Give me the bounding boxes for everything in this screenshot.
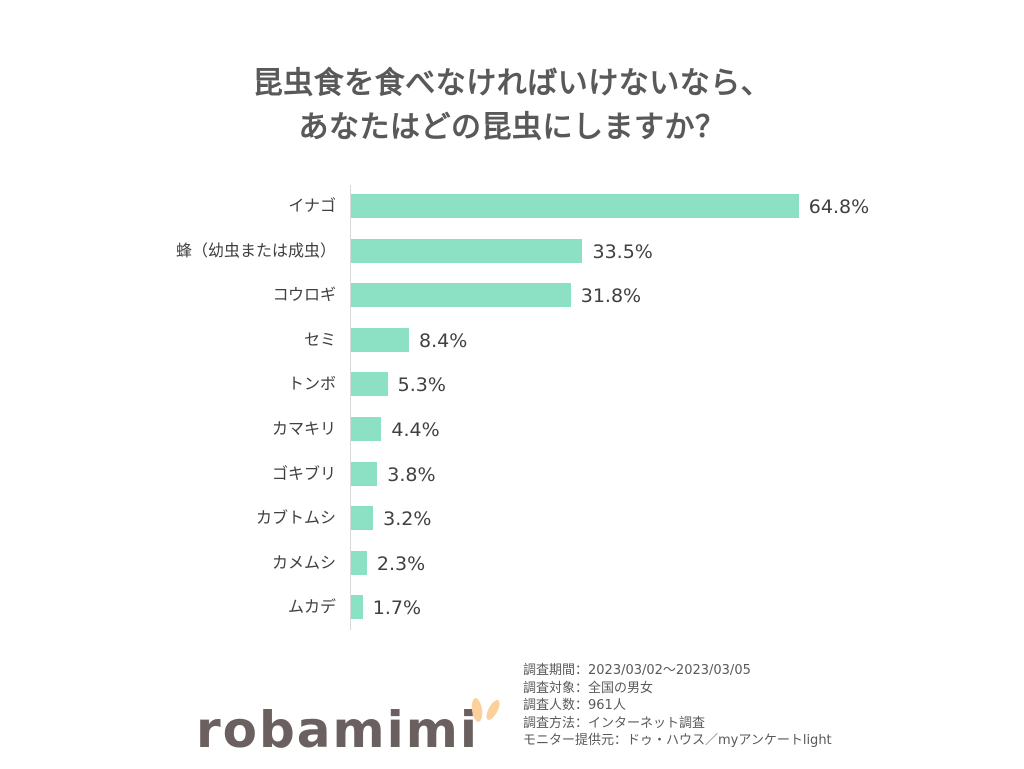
bar-row: ゴキブリ 3.8% [0, 461, 1024, 486]
bar [351, 194, 799, 218]
bar [351, 461, 378, 486]
survey-notes: 調査期間：2023/03/02～2023/03/05 調査対象：全国の男女 調査… [523, 662, 832, 750]
value-label: 31.8% [580, 285, 642, 308]
category-label: カブトムシ [255, 508, 336, 528]
bar-row: セミ 8.4% [0, 327, 1024, 352]
chart-title-line-2: あなたはどの昆虫にしますか？ [298, 110, 726, 145]
category-label: コウロギ [272, 285, 336, 305]
bar-chart: イナゴ 64.8% 蜂（幼虫または成虫） 33.5% コウロギ 31.8% セミ 8.4% トン… [0, 185, 1024, 630]
bar [351, 283, 571, 308]
bar-row: 蜂（幼虫または成虫） 33.5% [0, 238, 1024, 263]
bar [351, 595, 363, 620]
bar [351, 550, 367, 575]
bar-row: イナゴ 64.8% [0, 194, 1024, 218]
survey-method: 調査方法：インターネット調査 [523, 715, 706, 731]
survey-count: 調査人数：961人 [523, 698, 626, 713]
chart-title-line-1: 昆虫食を食べなければいけないなら、 [252, 66, 772, 101]
survey-period: 調査期間：2023/03/02～2023/03/05 [523, 663, 751, 678]
value-label: 8.4% [419, 329, 468, 352]
bar-row: カブトムシ 3.2% [0, 506, 1024, 531]
bar [351, 372, 388, 397]
category-label: トンボ [287, 374, 336, 394]
value-label: 64.8% [808, 196, 870, 218]
bar-row: ムカデ 1.7% [0, 595, 1024, 620]
category-label: ムカデ [287, 597, 336, 617]
bar [351, 238, 583, 263]
chart-title: 昆虫食を食べなければいけないなら、 あなたはどの昆虫にしますか？ [0, 62, 1024, 150]
category-label: イナゴ [288, 196, 336, 215]
bar-row: コウロギ 31.8% [0, 283, 1024, 308]
logo-text: robamimi [196, 701, 480, 759]
value-label: 33.5% [592, 240, 653, 263]
bar [351, 417, 382, 441]
value-label: 5.3% [397, 374, 446, 397]
value-label: 1.7% [372, 597, 422, 620]
category-axis-line [350, 185, 351, 630]
value-label: 3.8% [387, 463, 436, 486]
bar [351, 327, 410, 352]
category-label: 蜂（幼虫または成虫） [175, 240, 336, 260]
category-label: セミ [303, 329, 336, 349]
category-label: ゴキブリ [271, 463, 336, 483]
bar [351, 506, 374, 531]
survey-target: 調査対象：全国の男女 [523, 680, 654, 696]
robamimi-logo: robamimi [196, 698, 500, 760]
value-label: 3.2% [383, 508, 432, 531]
category-label: カメムシ [271, 552, 336, 572]
bar-row: カメムシ 2.3% [0, 550, 1024, 575]
value-label: 2.3% [376, 552, 426, 575]
bar-row: トンボ 5.3% [0, 372, 1024, 397]
category-label: カマキリ [271, 419, 336, 438]
bar-row: カマキリ 4.4% [0, 417, 1024, 441]
rabbit-ears-icon [471, 698, 500, 722]
value-label: 4.4% [391, 419, 440, 441]
monitor-provider: モニター提供元：ドゥ・ハウス／myアンケートlight [523, 733, 832, 748]
